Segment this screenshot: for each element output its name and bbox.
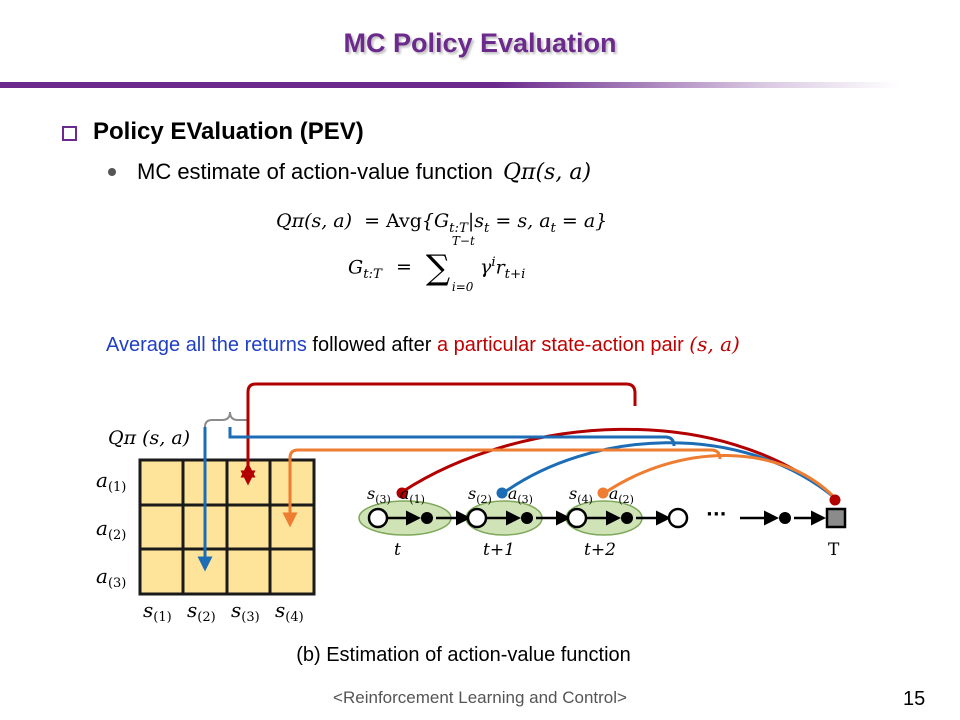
eq2-sum: ∑ T−t i=0 (426, 234, 475, 294)
state-node (667, 507, 689, 529)
eq2-r-sub: t+i (504, 267, 526, 283)
eq1-lhs: Qπ(s, a) (276, 210, 353, 232)
action-node (621, 512, 633, 524)
state-node (466, 507, 488, 529)
pair-dot-red (396, 487, 408, 499)
eq2-equals: = (395, 256, 412, 279)
col-label-s1: s(1) (143, 598, 172, 625)
blue-arc (501, 441, 836, 500)
average-statement-part2: followed after (306, 334, 437, 356)
eq1-body: {G (421, 210, 450, 232)
eq1-cond-end: = a} (555, 210, 608, 232)
eq2-lhs-sub: t:T (363, 267, 382, 283)
eq2-lhs: G (348, 256, 364, 279)
footer-text: <Reinforcement Learning and Control> (333, 688, 627, 707)
eq1-avg: Avg (386, 210, 422, 232)
row-label-a1: a(1) (96, 468, 126, 495)
eq1-cond-eq: = s, a (489, 210, 551, 232)
equation-return: Gt:T = ∑ T−t i=0 γirt+i (348, 234, 526, 294)
red-return-line (240, 382, 637, 478)
state-node (566, 507, 588, 529)
eq2-gamma: γ (479, 256, 492, 279)
round-bullet-icon (108, 168, 116, 176)
col-label-s3: s(3) (231, 598, 260, 625)
eq2-upper: T−t (451, 234, 475, 249)
equation-q-average: Qπ(s, a) = Avg{Gt:T|st = s, at = a} (276, 210, 607, 236)
eq2-gamma-sup: i (491, 255, 496, 270)
time-label-T: T (828, 540, 840, 560)
time-label-t2: t+2 (584, 540, 616, 560)
slide-title: MC Policy Evaluation (343, 28, 617, 58)
orange-return-line (288, 448, 722, 520)
square-bullet-icon (62, 126, 77, 141)
terminal-node (825, 507, 847, 529)
eq2-lower: i=0 (451, 280, 474, 295)
pair-label-2: s(2) a(3) (468, 484, 533, 506)
action-node (779, 512, 791, 524)
bracket-connector (204, 411, 248, 428)
subbullet-label: MC estimate of action-value function (137, 159, 493, 184)
subbullet-text: MC estimate of action-value function Qπ(… (137, 159, 591, 185)
subbullet-math: Qπ(s, a) (502, 160, 592, 185)
pair-dot-orange (597, 487, 609, 499)
col-label-s4: s(4) (275, 598, 304, 625)
section-heading: Policy EValuation (PEV) (93, 118, 364, 145)
terminal-dot (829, 494, 841, 506)
time-label-t: t (394, 540, 401, 560)
ellipsis: ··· (706, 504, 727, 525)
state-node (367, 507, 389, 529)
row-label-a2: a(2) (96, 516, 126, 543)
average-statement: Average all the returns followed after a… (106, 332, 740, 357)
pair-label-1: s(3) a(1) (367, 484, 425, 506)
eq1-cond-sub: t (484, 220, 490, 236)
title-underline (0, 82, 900, 88)
q-table-label: Qπ (s, a) (108, 427, 190, 449)
eq1-cond: |s (467, 210, 485, 232)
eq1-cond-sub2: t (550, 220, 556, 236)
average-statement-part3: a particular state-action pair (436, 334, 684, 356)
page-number: 15 (903, 688, 926, 710)
average-statement-part1: Average all the returns (106, 334, 307, 356)
figure-caption: (b) Estimation of action-value function (296, 644, 631, 666)
orange-arc (602, 454, 837, 500)
action-node (521, 512, 533, 524)
episode-chain: ··· (358, 487, 847, 536)
row-label-a3: a(3) (96, 564, 126, 591)
average-statement-math: (s, a) (689, 332, 740, 356)
col-label-s2: s(2) (187, 598, 216, 625)
red-arc (401, 427, 836, 500)
eq2-sum-symbol: ∑ (425, 248, 451, 289)
estimation-diagram: Qπ (s, a) a(1) a(2) a(3) s(1) s(2) s(3) … (96, 382, 847, 625)
eq1-body-sub: t:T (449, 220, 468, 236)
action-node (421, 512, 433, 524)
pair-label-3: s(4) a(2) (569, 484, 634, 506)
time-label-t1: t+1 (483, 540, 515, 560)
pair-dot-blue (496, 487, 508, 499)
eq1-equals: = (364, 210, 381, 232)
eq2-r: r (495, 256, 505, 279)
q-table-grid (140, 460, 314, 594)
